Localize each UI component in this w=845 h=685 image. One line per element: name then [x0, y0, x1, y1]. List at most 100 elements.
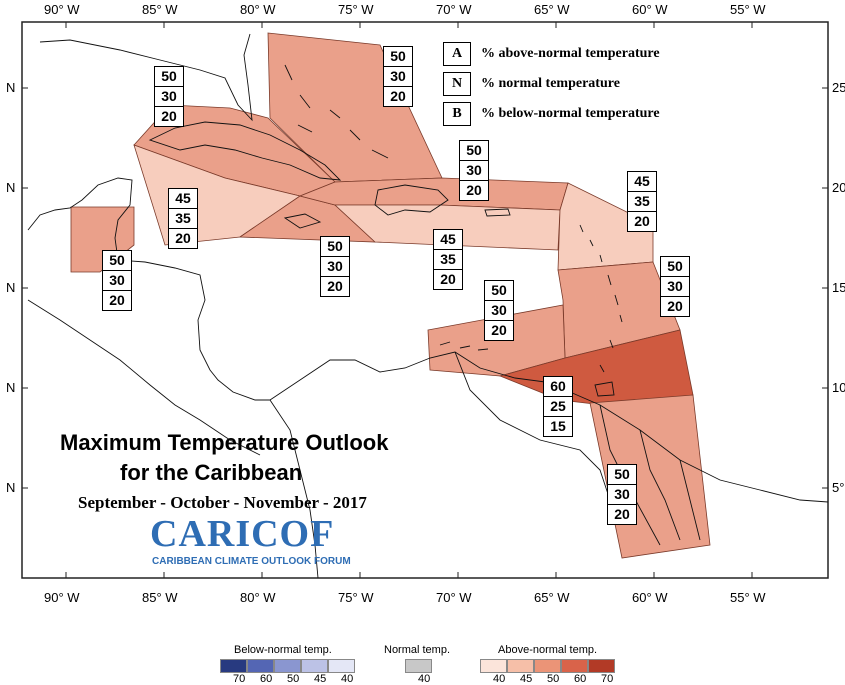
- abc-islands-coast: [439, 341, 489, 351]
- probability-normal: 30: [102, 270, 132, 290]
- above-scale-value: 60: [574, 673, 587, 685]
- below-scale-swatch: [328, 659, 355, 673]
- legend-key-letter: A: [443, 42, 471, 66]
- probability-above: 50: [607, 464, 637, 484]
- normal-scale-value: 40: [418, 673, 431, 685]
- latitude-tick-label-left: N: [6, 80, 16, 95]
- below-scale-swatch: [301, 659, 328, 673]
- probability-below: 20: [320, 276, 350, 297]
- probability-box-hispaniola-north: 50 30 20: [459, 140, 489, 201]
- probability-normal: 35: [168, 208, 198, 228]
- longitude-tick-label-top: 80° W: [240, 2, 276, 17]
- probability-below: 20: [168, 228, 198, 249]
- latitude-tick-label-right: 25°: [832, 80, 845, 95]
- probability-normal: 30: [383, 66, 413, 86]
- probability-box-hispaniola-puerto-rico-south: 45 35 20: [433, 229, 463, 290]
- probability-below: 20: [627, 211, 657, 232]
- legend-key-label: % normal temperature: [481, 76, 620, 91]
- latitude-tick-label-left: N: [6, 380, 16, 395]
- trinidad-island: [594, 381, 615, 397]
- above-scale-value: 45: [520, 673, 533, 685]
- longitude-tick-label-top: 60° W: [632, 2, 668, 17]
- probability-above: 50: [102, 250, 132, 270]
- cuba-island: [148, 121, 342, 181]
- probability-normal: 35: [627, 191, 657, 211]
- probability-normal: 30: [459, 160, 489, 180]
- longitude-tick-label-top: 65° W: [534, 2, 570, 17]
- probability-box-cayman-jamaica-channel: 45 35 20: [168, 188, 198, 249]
- latitude-tick-label-right: 20°: [832, 180, 845, 195]
- below-scale-swatch: [274, 659, 301, 673]
- latitude-tick-label-left: N: [6, 480, 16, 495]
- longitude-tick-label-top: 55° W: [730, 2, 766, 17]
- longitude-tick-label-top: 85° W: [142, 2, 178, 17]
- latitude-tick-label-right: 5°: [832, 480, 845, 495]
- below-scale-value: 45: [314, 673, 327, 685]
- axis-ticks: [22, 22, 828, 578]
- legend-key-label: % below-normal temperature: [481, 106, 660, 121]
- legend-key-letter: B: [443, 102, 471, 126]
- hispaniola-island: [374, 184, 449, 216]
- probability-normal: 30: [154, 86, 184, 106]
- longitude-tick-label-bottom: 55° W: [730, 590, 766, 605]
- below-scale-value: 70: [233, 673, 246, 685]
- probability-box-trinidad-venezuela: 60 25 15: [543, 376, 573, 437]
- below-scale-value: 60: [260, 673, 273, 685]
- probability-normal: 25: [543, 396, 573, 416]
- latitude-tick-label-left: N: [6, 280, 16, 295]
- probability-above: 50: [154, 66, 184, 86]
- legend-key-letter: N: [443, 72, 471, 96]
- longitude-tick-label-bottom: 85° W: [142, 590, 178, 605]
- legend-key-label: % above-normal temperature: [481, 46, 660, 61]
- puerto-rico-island: [484, 208, 511, 217]
- map-subtitle: September - October - November - 2017: [78, 493, 367, 512]
- scale-title-above: Above-normal temp.: [498, 644, 598, 656]
- probability-normal: 35: [433, 249, 463, 269]
- probability-below: 20: [607, 504, 637, 525]
- lesser-antilles: [579, 224, 623, 373]
- above-scale-swatch: [588, 659, 615, 673]
- latitude-tick-label-right: 10°: [832, 380, 845, 395]
- bahamas-islands: [284, 64, 389, 159]
- above-scale-value: 70: [601, 673, 614, 685]
- below-scale-value: 50: [287, 673, 300, 685]
- probability-box-belize: 50 30 20: [102, 250, 132, 311]
- probability-above: 45: [433, 229, 463, 249]
- scale-title-below: Below-normal temp.: [234, 644, 332, 656]
- above-scale-swatch: [534, 659, 561, 673]
- probability-box-jamaica: 50 30 20: [320, 236, 350, 297]
- probability-above: 50: [383, 46, 413, 66]
- probability-above: 50: [484, 280, 514, 300]
- longitude-tick-label-bottom: 75° W: [338, 590, 374, 605]
- latitude-tick-label-left: N: [6, 180, 16, 195]
- probability-below: 20: [154, 106, 184, 127]
- above-scale-swatch: [561, 659, 588, 673]
- scale-title-normal: Normal temp.: [384, 644, 451, 656]
- probability-below: 20: [459, 180, 489, 201]
- below-scale-swatch: [220, 659, 247, 673]
- longitude-tick-label-bottom: 90° W: [44, 590, 80, 605]
- probability-box-guianas: 50 30 20: [607, 464, 637, 525]
- probability-above: 50: [459, 140, 489, 160]
- probability-normal: 30: [320, 256, 350, 276]
- probability-box-cuba: 50 30 20: [154, 66, 184, 127]
- map-title: Maximum Temperature Outlook: [60, 430, 389, 455]
- longitude-tick-label-bottom: 70° W: [436, 590, 472, 605]
- florida-coast: [39, 33, 253, 122]
- longitude-tick-label-bottom: 60° W: [632, 590, 668, 605]
- probability-box-abc-islands: 50 30 20: [484, 280, 514, 341]
- map-title-line2: for the Caribbean: [120, 460, 303, 485]
- above-scale-value: 50: [547, 673, 560, 685]
- probability-normal: 30: [607, 484, 637, 504]
- ecuador-colombia-coast: [269, 399, 319, 579]
- probability-box-eastern-caribbean: 50 30 20: [660, 256, 690, 317]
- above-scale-swatch: [507, 659, 534, 673]
- normal-scale-swatch: [405, 659, 432, 673]
- probability-below: 20: [433, 269, 463, 290]
- longitude-tick-label-bottom: 80° W: [240, 590, 276, 605]
- probability-below: 20: [484, 320, 514, 341]
- probability-normal: 30: [660, 276, 690, 296]
- probability-below: 20: [383, 86, 413, 107]
- probability-normal: 30: [484, 300, 514, 320]
